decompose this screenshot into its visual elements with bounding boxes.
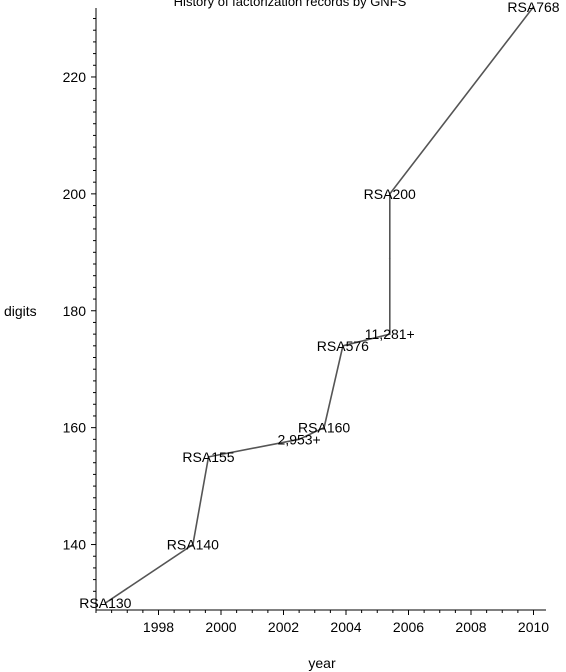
data-point <box>323 426 325 429</box>
x-ticks: 1998 2000 2002 2004 2006 2008 2010 <box>95 610 549 635</box>
y-tick-label: 140 <box>63 537 87 553</box>
point-label: RSA140 <box>167 537 219 553</box>
data-point <box>298 438 300 441</box>
x-tick-label: 1998 <box>143 619 174 635</box>
y-axis-label: digits <box>4 303 37 319</box>
chart-title: History of factorization records by GNFS <box>174 0 407 9</box>
y-tick-label: 180 <box>63 303 87 319</box>
point-label: RSA160 <box>298 420 350 436</box>
series-group <box>104 6 535 604</box>
data-point <box>342 345 344 347</box>
point-label: RSA768 <box>507 0 559 15</box>
data-point <box>207 456 210 458</box>
annotations-group: RSA130 RSA140 RSA155 2,953+RSA160 RSA57611,2… <box>79 0 559 611</box>
point-label: RSA576 <box>317 338 369 354</box>
x-tick-label: 2000 <box>205 619 236 635</box>
y-tick-label: 200 <box>63 186 87 202</box>
data-point <box>388 333 391 335</box>
y-ticks: 140 160 180 200 220 <box>63 18 96 604</box>
data-point <box>104 602 107 604</box>
x-tick-label: 2004 <box>330 619 361 635</box>
point-label: 2,953+ <box>278 431 321 447</box>
y-tick-label: 220 <box>63 69 87 85</box>
point-label: RSA200 <box>364 186 416 202</box>
data-point <box>388 193 391 195</box>
x-tick-label: 2008 <box>455 619 486 635</box>
data-point <box>388 257 391 259</box>
series-line <box>104 6 535 604</box>
data-point <box>532 6 535 8</box>
point-label: RSA155 <box>182 449 234 465</box>
point-label: 11,281+ <box>365 326 415 342</box>
x-tick-label: 2006 <box>393 619 424 635</box>
x-tick-label: 2002 <box>268 619 299 635</box>
y-tick-label: 160 <box>63 420 87 436</box>
data-point <box>192 543 194 546</box>
x-axis-label: year <box>308 655 336 671</box>
x-tick-label: 2010 <box>518 619 549 635</box>
point-label: RSA130 <box>79 595 131 611</box>
